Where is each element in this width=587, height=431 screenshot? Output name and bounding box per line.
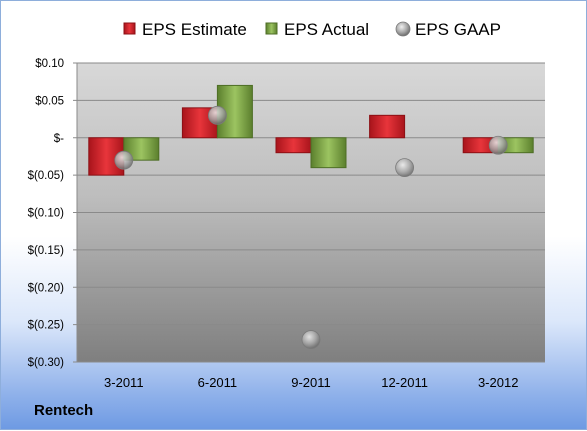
- y-tick-label: $(0.15): [28, 245, 65, 257]
- x-tick-label: 12-2011: [381, 375, 428, 390]
- x-tick-label: 9-2011: [291, 375, 331, 390]
- y-tick-label: $0.05: [35, 95, 64, 107]
- y-tick-label: $(0.30): [28, 357, 65, 369]
- legend-label: EPS Actual: [284, 20, 369, 39]
- marker-eps-gaap: [395, 158, 415, 178]
- marker-eps-gaap: [207, 105, 227, 125]
- y-tick-label: $0.10: [35, 58, 64, 70]
- x-tick-label: 3-2012: [478, 375, 518, 390]
- x-tick-label: 3-2011: [104, 375, 144, 390]
- bar-eps-actual: [310, 137, 347, 169]
- y-tick-label: $(0.25): [28, 320, 65, 332]
- legend-swatch: [123, 22, 136, 35]
- x-tick-label: 6-2011: [198, 375, 238, 390]
- legend-label: EPS Estimate: [142, 20, 247, 39]
- bar-eps-actual: [123, 137, 160, 161]
- bar-eps-estimate: [275, 137, 312, 154]
- y-tick-label: $(0.10): [28, 208, 65, 220]
- y-tick-label: $(0.20): [28, 282, 65, 294]
- legend-swatch: [265, 22, 278, 35]
- marker-eps-gaap: [488, 135, 508, 155]
- bar-eps-estimate: [369, 114, 406, 139]
- marker-eps-gaap: [301, 330, 321, 349]
- y-tick-label: $(0.05): [28, 170, 65, 182]
- legend-swatch: [395, 21, 411, 37]
- marker-eps-gaap: [114, 150, 134, 170]
- y-tick-label: $-: [54, 133, 64, 145]
- company-name: Rentech: [34, 402, 94, 419]
- legend-label: EPS GAAP: [415, 20, 501, 39]
